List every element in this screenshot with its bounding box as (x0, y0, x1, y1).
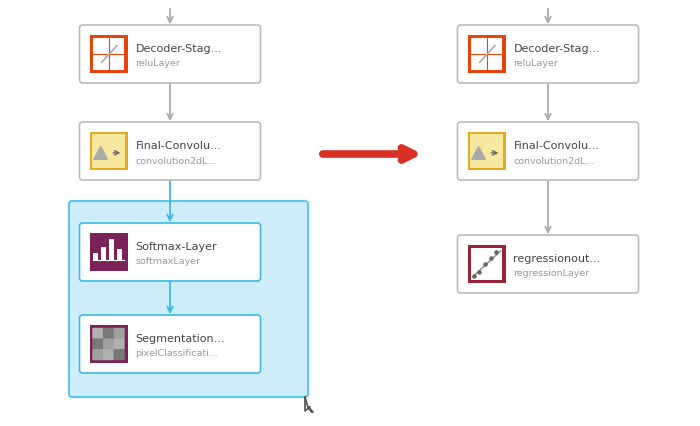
FancyBboxPatch shape (92, 135, 125, 168)
Point (479, 261, 490, 268)
FancyBboxPatch shape (90, 132, 127, 170)
Point (490, 249, 501, 256)
Text: convolution2dL...: convolution2dL... (136, 156, 217, 165)
FancyBboxPatch shape (102, 247, 106, 261)
FancyBboxPatch shape (113, 328, 125, 339)
Text: Segmentation...: Segmentation... (136, 333, 225, 343)
FancyBboxPatch shape (470, 39, 503, 71)
FancyBboxPatch shape (80, 26, 260, 84)
FancyBboxPatch shape (92, 349, 104, 360)
Text: reluLayer: reluLayer (136, 59, 181, 68)
FancyBboxPatch shape (470, 248, 503, 280)
FancyBboxPatch shape (468, 132, 505, 170)
Text: softmaxLayer: softmaxLayer (136, 257, 201, 266)
FancyBboxPatch shape (92, 39, 125, 71)
FancyBboxPatch shape (80, 123, 260, 181)
FancyBboxPatch shape (468, 36, 505, 74)
Text: Decoder-Stag...: Decoder-Stag... (136, 44, 222, 54)
FancyBboxPatch shape (103, 339, 114, 350)
FancyBboxPatch shape (92, 339, 104, 350)
Point (485, 255, 496, 262)
Text: regressionLayer: regressionLayer (514, 269, 589, 278)
Polygon shape (94, 147, 108, 160)
FancyBboxPatch shape (92, 328, 104, 339)
Text: Softmax-Layer: Softmax-Layer (136, 242, 217, 251)
FancyBboxPatch shape (69, 201, 308, 397)
FancyBboxPatch shape (80, 224, 260, 281)
Text: convolution2dL...: convolution2dL... (514, 156, 595, 165)
Point (473, 269, 484, 276)
FancyBboxPatch shape (90, 36, 127, 74)
FancyBboxPatch shape (113, 349, 125, 360)
Text: Final-Convolu...: Final-Convolu... (136, 141, 221, 151)
FancyBboxPatch shape (113, 339, 125, 350)
Text: pixelClassificati...: pixelClassificati... (136, 349, 218, 358)
Text: Decoder-Stag...: Decoder-Stag... (514, 44, 600, 54)
FancyBboxPatch shape (103, 349, 114, 360)
FancyBboxPatch shape (93, 253, 98, 261)
FancyBboxPatch shape (468, 245, 505, 283)
Text: regressionout...: regressionout... (514, 253, 601, 263)
Polygon shape (305, 397, 313, 412)
FancyBboxPatch shape (458, 236, 638, 294)
FancyBboxPatch shape (90, 233, 127, 271)
FancyBboxPatch shape (470, 135, 503, 168)
Polygon shape (472, 147, 486, 160)
Point (468, 273, 479, 280)
FancyBboxPatch shape (458, 123, 638, 181)
FancyBboxPatch shape (458, 26, 638, 84)
FancyBboxPatch shape (117, 249, 122, 261)
FancyBboxPatch shape (80, 315, 260, 373)
FancyBboxPatch shape (109, 240, 114, 261)
FancyBboxPatch shape (90, 325, 127, 363)
Text: reluLayer: reluLayer (514, 59, 559, 68)
FancyBboxPatch shape (103, 328, 114, 339)
Text: Final-Convolu...: Final-Convolu... (514, 141, 599, 151)
